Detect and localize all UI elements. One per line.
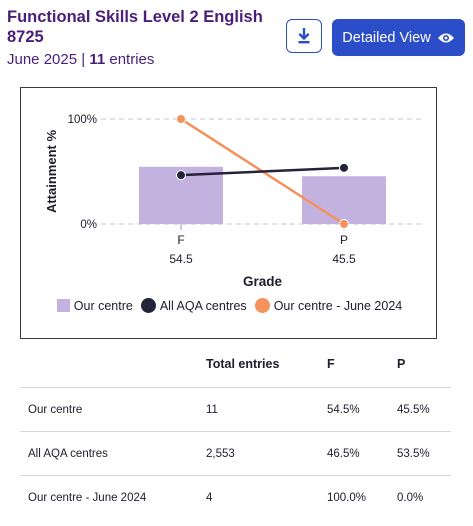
legend-label: Our centre - June 2024 [273, 298, 403, 313]
table-cell: 54.5% [327, 387, 397, 432]
table-cell: All AQA centres [20, 431, 206, 476]
series-line-1 [180, 166, 345, 177]
entries-summary: June 2025 | 11 entries [7, 51, 154, 68]
legend-swatch-bar [56, 299, 70, 312]
series-point-1 [176, 170, 186, 181]
entries-label: entries [109, 51, 155, 68]
table-cell: 100.0% [327, 491, 367, 504]
table-header: F [327, 341, 397, 388]
x-tick-label: F [177, 233, 184, 247]
y-tick-label: 100% [68, 114, 97, 126]
table-cell: 45.5% [397, 387, 451, 432]
download-button[interactable] [286, 19, 322, 53]
table-row: Our centre - June 2024 4 100.0% 0.0% [20, 476, 451, 520]
x-category-value: 45.5 [332, 252, 356, 266]
series-point-2 [339, 219, 349, 229]
legend-swatch-dot [140, 298, 156, 313]
table-cell: 11 [206, 387, 327, 432]
y-tick-label: 0% [80, 219, 97, 231]
separator: | [81, 51, 86, 68]
table-header [20, 341, 206, 388]
table-cell: 46.5% [327, 431, 397, 476]
chart-legend: Our centre All AQA centres Our centre - … [21, 298, 438, 313]
table-cell: Our centre - June 2024 [28, 491, 147, 504]
series-label: June 2025 [7, 51, 78, 68]
x-category-value: 54.5 [169, 252, 193, 266]
detailed-view-button[interactable]: Detailed View [332, 19, 465, 56]
table-row: All AQA centres 2,553 46.5% 53.5% [20, 431, 451, 476]
bar-p [302, 176, 386, 224]
legend-item-june-2024: Our centre - June 2024 [254, 298, 403, 313]
table-header-row: Total entries F P [20, 341, 451, 388]
legend-item-aqa: All AQA centres [140, 298, 247, 313]
legend-item-our-centre: Our centre [56, 298, 133, 313]
table-cell: 4 [206, 491, 213, 504]
table-cell: Our centre [20, 387, 206, 432]
legend-label: All AQA centres [159, 298, 247, 313]
table-cell: 0.0% [397, 491, 424, 504]
download-icon [298, 28, 310, 44]
detailed-view-label: Detailed View [342, 29, 431, 46]
table-header: Total entries [206, 341, 327, 388]
x-axis-label: Grade [243, 274, 283, 289]
x-tick-label: P [340, 233, 348, 247]
table-header: P [397, 341, 451, 388]
table-row: Our centre 11 54.5% 45.5% [20, 387, 451, 432]
eye-icon [437, 33, 454, 42]
entries-count: 11 [89, 51, 106, 68]
page-title: Functional Skills Level 2 English 8725 [7, 8, 263, 46]
legend-swatch-dot [254, 298, 270, 313]
legend-label: Our centre [73, 298, 133, 313]
table-cell: 2,553 [206, 431, 327, 476]
table-cell: 53.5% [397, 431, 451, 476]
series-point-2 [176, 114, 186, 124]
chart-card: 100% 0% Attainment % F 54.5 P 45.5 Grade Our ce… [20, 87, 437, 339]
attainment-chart: 100% 0% Attainment % F 54.5 P 45.5 Grade [44, 114, 421, 289]
results-table: Total entries F P Our centre 11 54.5% 45… [20, 341, 451, 519]
series-point-1 [339, 162, 349, 173]
y-axis-label: Attainment % [44, 130, 59, 214]
